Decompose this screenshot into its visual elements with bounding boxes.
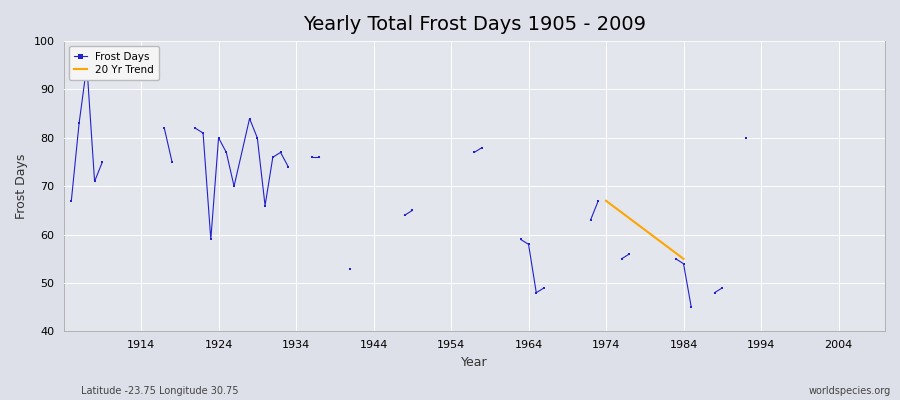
Frost Days xyxy=(89,179,100,184)
Legend: Frost Days, 20 Yr Trend: Frost Days, 20 Yr Trend xyxy=(68,46,158,80)
20 Yr Trend xyxy=(600,198,611,203)
Frost Days xyxy=(81,63,92,68)
Frost Days xyxy=(97,160,108,164)
Line: Frost Days: Frost Days xyxy=(70,64,104,202)
Text: worldspecies.org: worldspecies.org xyxy=(809,386,891,396)
20 Yr Trend xyxy=(678,256,688,261)
Y-axis label: Frost Days: Frost Days xyxy=(15,154,28,219)
Text: Latitude -23.75 Longitude 30.75: Latitude -23.75 Longitude 30.75 xyxy=(81,386,239,396)
Line: 20 Yr Trend: 20 Yr Trend xyxy=(606,201,683,259)
Title: Yearly Total Frost Days 1905 - 2009: Yearly Total Frost Days 1905 - 2009 xyxy=(302,15,646,34)
X-axis label: Year: Year xyxy=(461,356,488,369)
Frost Days xyxy=(66,198,77,203)
Frost Days xyxy=(74,121,85,126)
